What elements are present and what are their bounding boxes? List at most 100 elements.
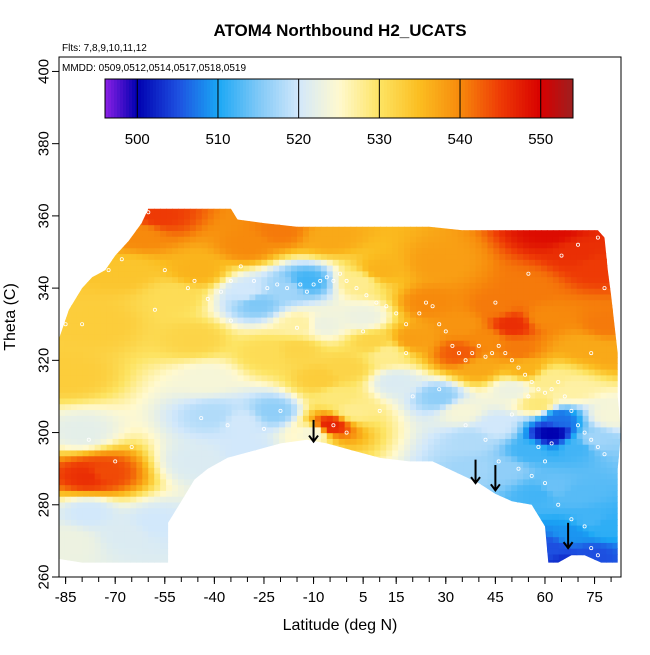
heatmap-cell bbox=[118, 478, 126, 486]
heatmap-cell bbox=[243, 548, 251, 555]
heatmap-cell bbox=[160, 208, 167, 214]
heatmap-cell bbox=[344, 449, 352, 457]
heatmap-cell bbox=[267, 409, 274, 416]
heatmap-cell bbox=[94, 507, 102, 515]
heatmap-cell bbox=[189, 247, 197, 255]
heatmap-cell bbox=[130, 265, 137, 272]
heatmap-cell bbox=[481, 380, 489, 387]
heatmap-cell bbox=[416, 438, 423, 445]
heatmap-cell bbox=[344, 293, 352, 301]
heatmap-cell bbox=[213, 461, 221, 468]
heatmap-cell bbox=[314, 288, 322, 295]
heatmap-cell bbox=[82, 253, 90, 260]
heatmap-cell bbox=[457, 444, 465, 451]
heatmap-cell bbox=[487, 369, 494, 376]
heatmap-cell bbox=[88, 438, 96, 445]
heatmap-cell bbox=[154, 224, 161, 231]
heatmap-cell bbox=[392, 340, 399, 347]
heatmap-cell bbox=[374, 241, 381, 249]
heatmap-cell bbox=[83, 201, 90, 207]
heatmap-cell bbox=[148, 438, 155, 445]
heatmap-cell bbox=[314, 392, 322, 399]
heatmap-cell bbox=[326, 496, 334, 503]
heatmap-cell bbox=[457, 363, 465, 370]
heatmap-cell bbox=[195, 449, 203, 457]
heatmap-cell bbox=[421, 345, 429, 353]
heatmap-cell bbox=[463, 230, 471, 237]
heatmap-cell bbox=[320, 351, 328, 359]
heatmap-cell bbox=[291, 241, 298, 249]
heatmap-cell bbox=[433, 351, 441, 359]
heatmap-cell bbox=[130, 317, 137, 324]
heatmap-cell bbox=[136, 305, 143, 312]
heatmap-cell bbox=[392, 426, 399, 434]
heatmap-cell bbox=[249, 426, 256, 434]
heatmap-cell bbox=[368, 426, 375, 434]
heatmap-cell bbox=[469, 507, 477, 515]
heatmap-cell bbox=[112, 369, 120, 376]
heatmap-cell bbox=[64, 282, 72, 289]
heatmap-cell bbox=[64, 334, 72, 341]
heatmap-cell bbox=[142, 461, 149, 468]
heatmap-cell bbox=[207, 334, 215, 341]
heatmap-cell bbox=[183, 461, 191, 468]
heatmap-cell bbox=[338, 421, 346, 428]
heatmap-cell bbox=[207, 317, 215, 324]
heatmap-cell bbox=[416, 525, 423, 532]
heatmap-cell bbox=[166, 374, 173, 382]
heatmap-cell bbox=[207, 444, 215, 451]
heatmap-cell bbox=[285, 218, 292, 226]
heatmap-cell bbox=[320, 230, 328, 237]
heatmap-cell bbox=[368, 201, 375, 207]
heatmap-cell bbox=[332, 317, 340, 324]
heatmap-cell bbox=[172, 276, 179, 283]
heatmap-cell bbox=[231, 478, 239, 486]
heatmap-cell bbox=[469, 276, 477, 283]
heatmap-cell bbox=[338, 473, 346, 480]
heatmap-cell bbox=[451, 311, 459, 318]
heatmap-cell bbox=[433, 426, 441, 434]
heatmap-cell bbox=[439, 374, 447, 382]
heatmap-cell bbox=[124, 444, 132, 451]
heatmap-cell bbox=[481, 392, 489, 399]
heatmap-cell bbox=[410, 369, 417, 376]
heatmap-cell bbox=[398, 288, 405, 295]
heatmap-cell bbox=[481, 224, 489, 231]
heatmap-cell bbox=[356, 270, 364, 278]
heatmap-cell bbox=[237, 496, 245, 503]
heatmap-cell bbox=[285, 357, 292, 364]
heatmap-cell bbox=[112, 496, 120, 503]
heatmap-cell bbox=[451, 305, 459, 312]
heatmap-cell bbox=[499, 444, 506, 451]
heatmap-cell bbox=[249, 536, 256, 543]
heatmap-cell bbox=[398, 473, 405, 480]
heatmap-cell bbox=[273, 328, 280, 335]
heatmap-cell bbox=[321, 196, 328, 202]
heatmap-cell bbox=[386, 507, 393, 515]
heatmap-cell bbox=[463, 241, 471, 249]
heatmap-cell bbox=[225, 525, 233, 532]
heatmap-cell bbox=[255, 241, 262, 249]
heatmap-cell bbox=[320, 374, 328, 382]
heatmap-cell bbox=[94, 374, 102, 382]
heatmap-cell bbox=[338, 259, 346, 266]
heatmap-cell bbox=[142, 432, 149, 439]
heatmap-cell bbox=[166, 426, 173, 434]
heatmap-cell bbox=[225, 208, 233, 214]
heatmap-cell bbox=[302, 270, 310, 278]
heatmap-cell bbox=[124, 449, 132, 457]
heatmap-cell bbox=[124, 438, 132, 445]
heatmap-cell bbox=[261, 507, 268, 515]
heatmap-cell bbox=[320, 322, 328, 330]
heatmap-cell bbox=[487, 501, 494, 509]
heatmap-cell bbox=[457, 525, 465, 532]
heatmap-cell bbox=[70, 473, 78, 480]
heatmap-cell bbox=[70, 236, 78, 243]
heatmap-cell bbox=[88, 311, 96, 318]
heatmap-cell bbox=[195, 473, 203, 480]
heatmap-cell bbox=[213, 444, 221, 451]
heatmap-cell bbox=[64, 501, 72, 509]
heatmap-cell bbox=[493, 496, 500, 503]
heatmap-cell bbox=[285, 288, 292, 295]
heatmap-cell bbox=[314, 507, 322, 515]
